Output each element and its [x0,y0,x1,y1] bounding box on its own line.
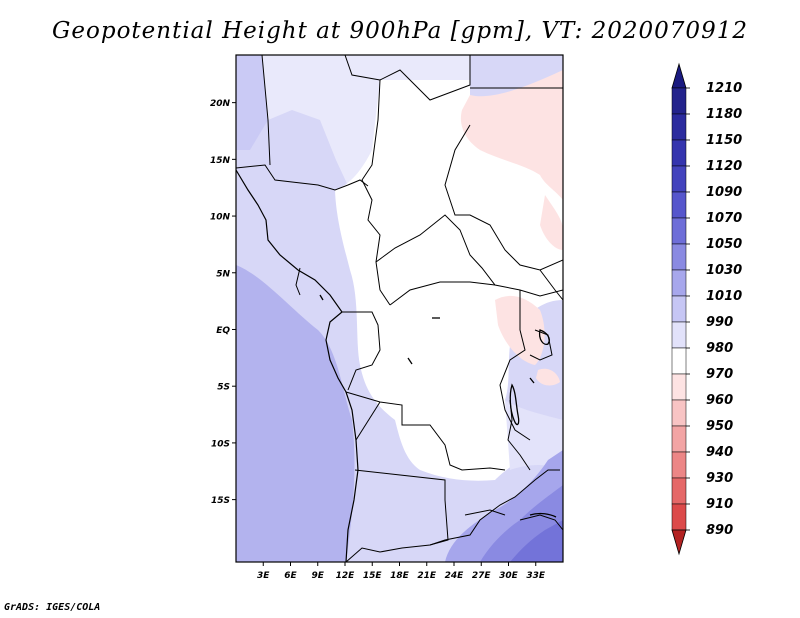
lat-tick-label: 15S [211,496,230,506]
colorbar-label: 1010 [706,289,742,304]
colorbar-label: 1150 [706,133,742,148]
field-east-ring [505,400,563,470]
lon-tick-label: 6E [284,571,297,581]
colorbar-label: 890 [706,523,733,538]
colorbar-label: 910 [706,497,733,512]
colorbar-swatch [671,451,687,479]
field-pink-north [460,70,563,200]
lakes [319,294,557,518]
colorbar-swatch [671,425,687,453]
colorbar-swatch [671,347,687,375]
colorbar-swatch [671,477,687,505]
lat-tick-label: 15N [210,156,231,166]
lon-tick-label: 21E [417,571,437,581]
lon-tick-label: 9E [312,571,325,581]
field-atlantic [236,265,355,562]
colorbar-label: 1030 [706,263,742,278]
colorbar-swatch [671,165,687,193]
colorbar-swatch [671,399,687,427]
lon-tick-label: 15E [363,571,383,581]
colorbar-label: 1050 [706,237,742,252]
lon-tick-label: 30E [499,571,519,581]
colorbar-swatch [671,269,687,297]
credit-text: GrADS: IGES/COLA [4,602,101,613]
colorbar-swatch [671,113,687,141]
colorbar-swatch [671,139,687,167]
lon-tick-label: 24E [445,571,465,581]
colorbar-label: 930 [706,471,733,486]
colorbar-label: 990 [706,315,733,330]
lon-tick-label: 3E [257,571,270,581]
colorbar-label: 940 [706,445,733,460]
lon-tick-label: 27E [472,571,492,581]
colorbar-label: 980 [706,341,733,356]
colorbar-label: 960 [706,393,733,408]
lat-tick-label: 5S [217,383,230,393]
latitude-axis: 20N 15N 10N 5N EQ 5S 10S 15S [210,99,236,506]
colorbar-swatch [671,321,687,349]
colorbar-label: 1180 [706,107,742,122]
colorbar-arrow-bottom [671,529,687,556]
lat-tick-label: EQ [216,326,230,336]
colorbar-label: 1210 [706,81,742,96]
field-south-3 [510,520,563,562]
colorbar-label: 1120 [706,159,742,174]
colorbar-swatch [671,503,687,531]
colorbar-swatch [671,373,687,401]
lat-tick-label: 10S [211,439,230,449]
lat-tick-label: 10N [210,213,231,223]
colorbar-swatch [671,295,687,323]
longitude-axis: 3E 6E 9E 12E 15E 18E 21E 24E 27E 30E 33E [257,562,546,581]
colorbar-label: 970 [706,367,733,382]
colorbar-label: 1090 [706,185,742,200]
field-northwest [236,55,268,150]
colorbar-swatch [671,87,687,115]
country-borders [236,55,563,562]
height-field [236,55,563,562]
map-title: Geopotential Height at 900hPa [gpm], VT:… [52,18,748,44]
colorbar-label: 950 [706,419,733,434]
west-coastline [236,169,359,562]
lon-tick-label: 12E [336,571,356,581]
colorbar: 1210 1180 1150 1120 1090 1070 1050 1030 1010 990 9… [671,62,742,556]
colorbar-arrow-top [671,62,687,89]
field-pink-east [540,195,563,250]
lat-tick-label: 20N [210,99,231,109]
field-pink-small [536,368,560,386]
field-interior [335,80,563,481]
lat-tick-label: 5N [216,269,230,279]
lon-tick-label: 18E [390,571,410,581]
colorbar-swatch [671,191,687,219]
colorbar-label: 1070 [706,211,742,226]
lon-tick-label: 33E [526,571,546,581]
colorbar-swatch [671,243,687,271]
colorbar-swatch [671,217,687,245]
